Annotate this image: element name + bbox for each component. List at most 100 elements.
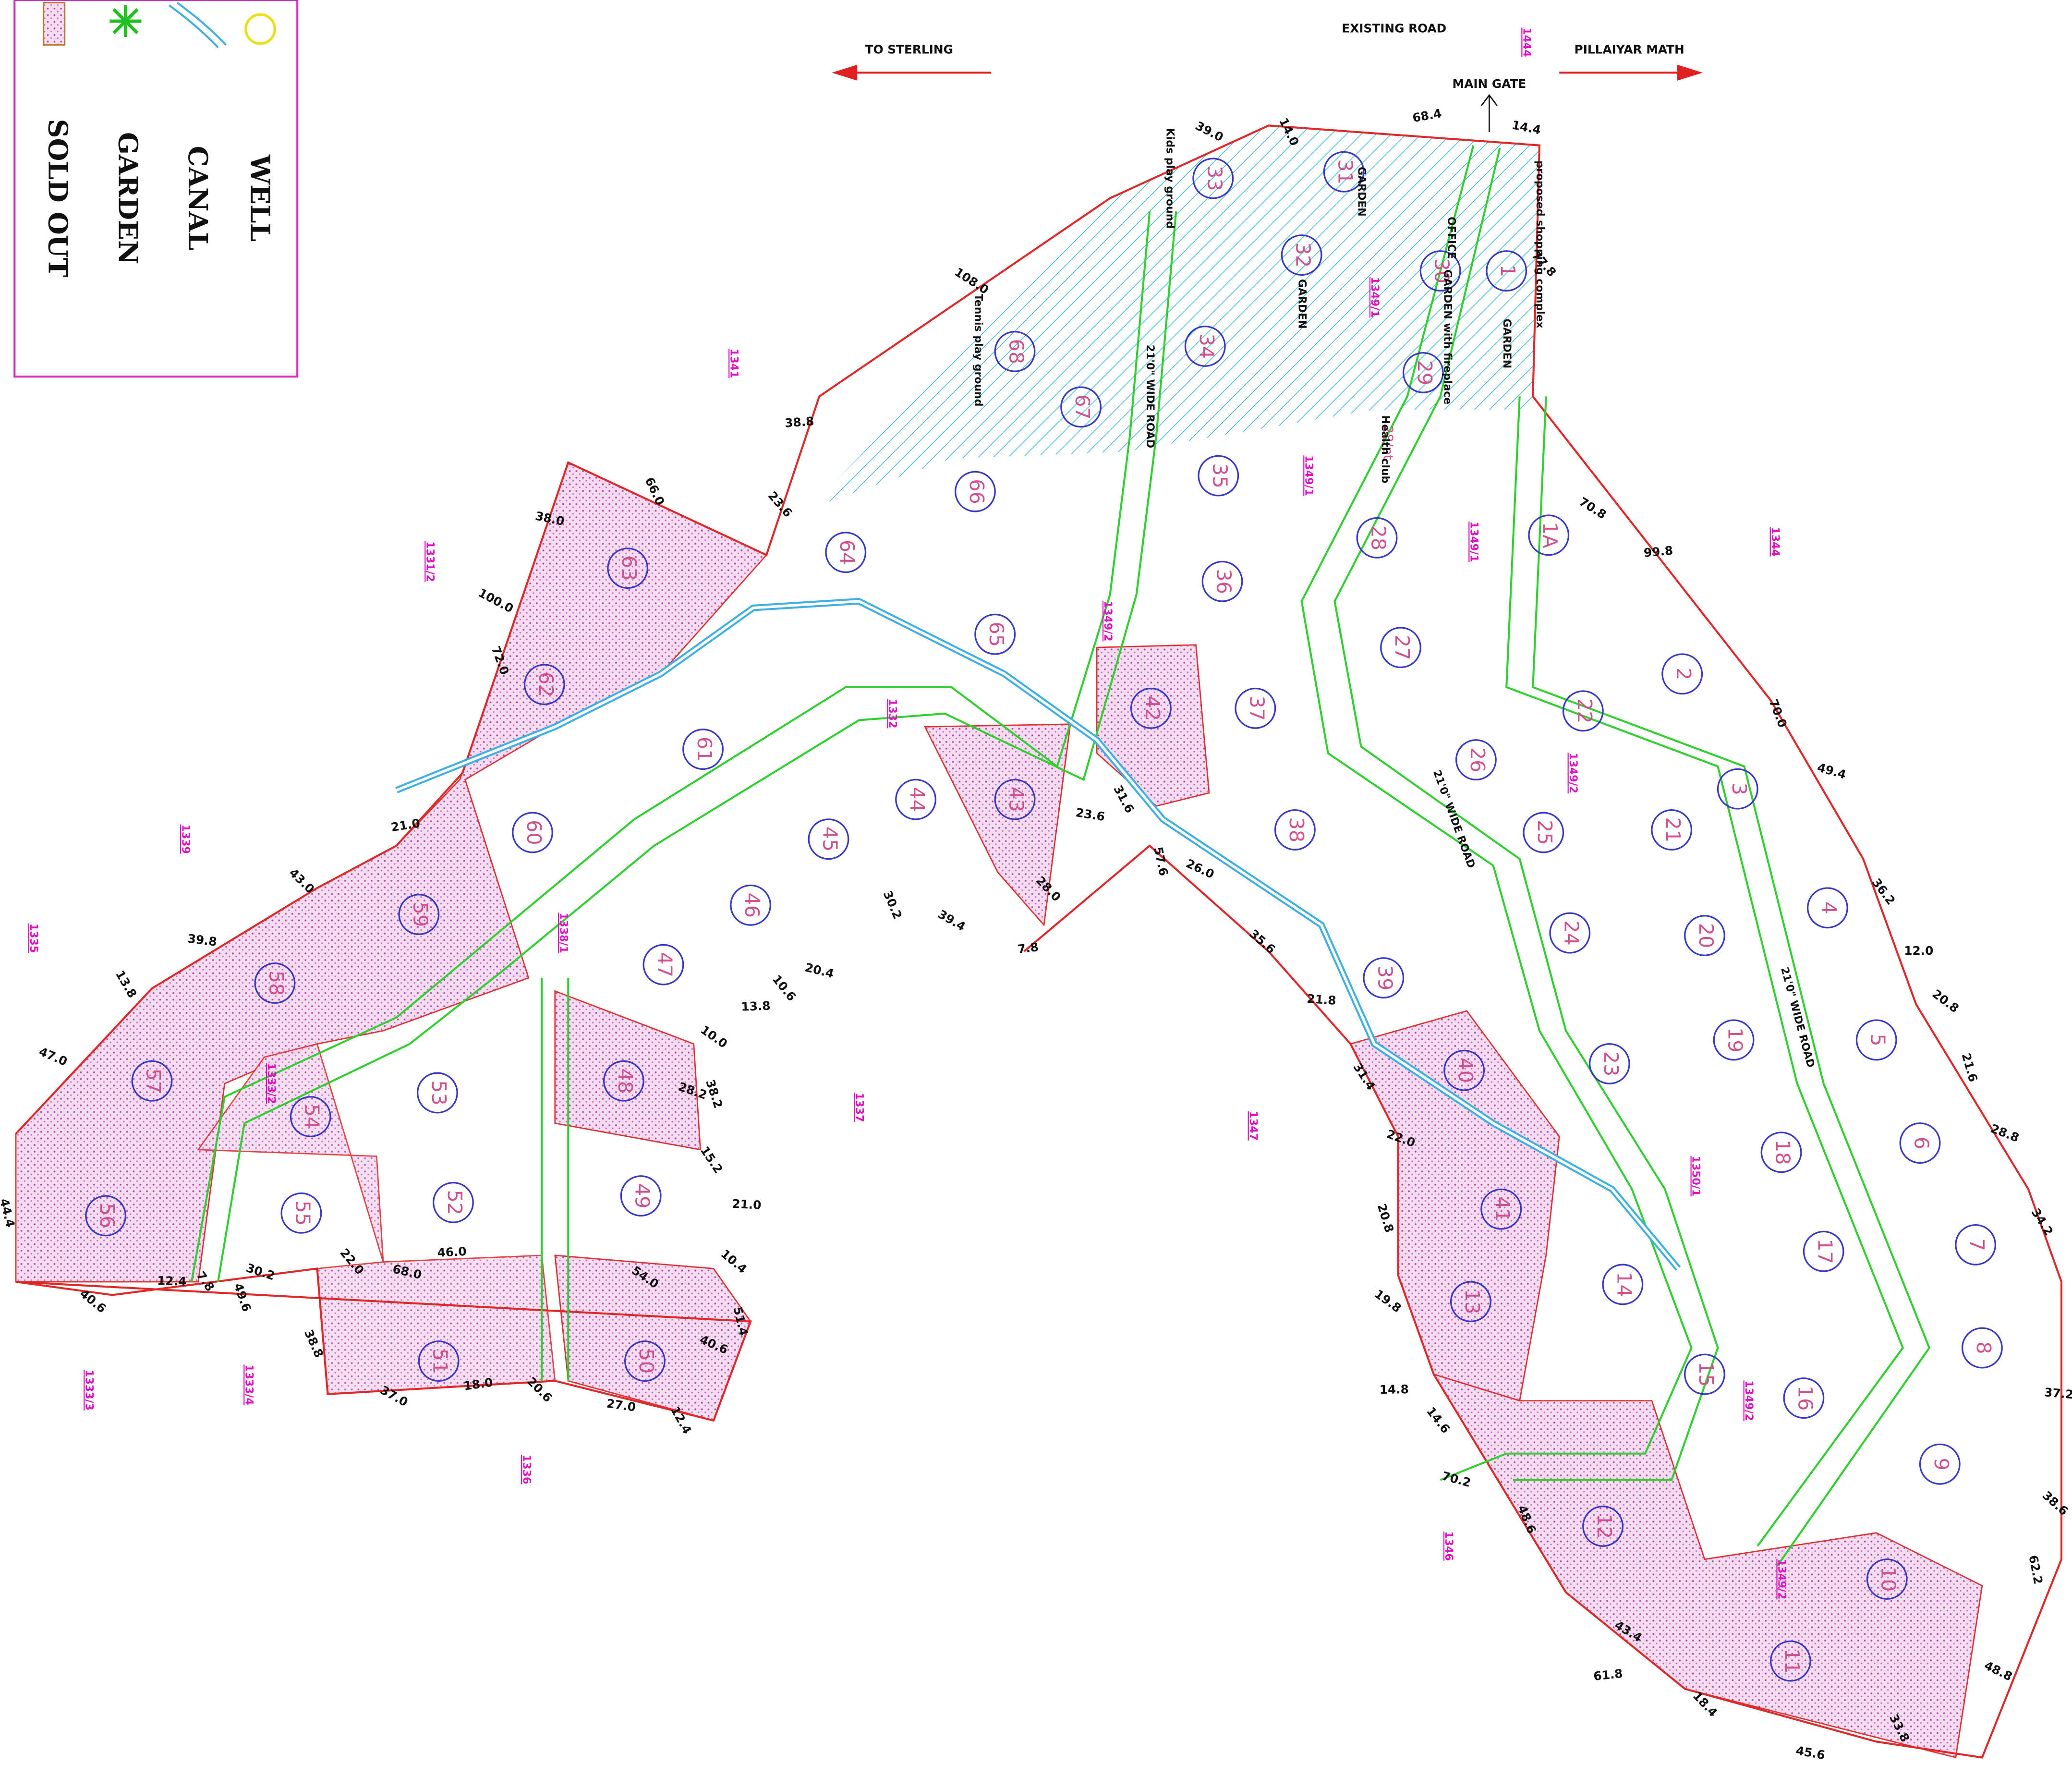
plot-number: 56 (96, 1203, 119, 1229)
plot-number: 40 (1454, 1058, 1477, 1083)
plot-marker (1684, 1353, 1725, 1395)
dimension: 10.0 (698, 1022, 730, 1051)
plot-number: 4 (1818, 901, 1841, 914)
plot-number: 22 (1573, 698, 1596, 724)
dimension: 38.8 (784, 414, 814, 430)
plot-marker (1562, 690, 1604, 732)
dimension: 10.6 (770, 972, 799, 1004)
dimension: 47.0 (37, 1045, 70, 1069)
plot-number: 11 (1781, 1648, 1804, 1674)
legend-icon-canal (169, 1, 227, 49)
plot-number: 42 (1141, 696, 1164, 721)
plot-number: 60 (522, 820, 545, 845)
dimension: 48.8 (1982, 1658, 2015, 1684)
dimension: 46.0 (437, 1244, 467, 1260)
survey-number: 1349/1 (1302, 455, 1314, 496)
dimension: 68.4 (1411, 106, 1442, 125)
dimension: 44.4 (0, 1197, 18, 1229)
plot-number: 68 (1005, 339, 1028, 365)
dimension: 35.6 (1247, 927, 1278, 957)
plot-marker (398, 894, 440, 935)
plot-marker (607, 547, 649, 589)
plot-number: 35 (1208, 463, 1231, 488)
dimension: 30.2 (244, 1261, 277, 1283)
plot-marker (1961, 1327, 2003, 1369)
plot-number: 57 (142, 1068, 165, 1094)
plot-marker (280, 1192, 322, 1234)
dimension: 15.2 (698, 1144, 726, 1176)
plot-marker (1713, 1019, 1755, 1061)
plot-number: 45 (818, 827, 841, 852)
dimension: 34.2 (2028, 1206, 2056, 1238)
plot-number: 61 (693, 737, 716, 762)
plot-marker (1363, 957, 1405, 999)
plot-number: 2 (1672, 668, 1695, 680)
plot-number: 48 (614, 1068, 637, 1094)
annotation: OFFICE (1445, 217, 1457, 259)
plot-number: 59 (409, 902, 432, 927)
plot-number: 17 (1814, 1239, 1837, 1264)
plot-marker (1717, 768, 1758, 810)
plot-marker (1130, 687, 1172, 729)
dimension: 70.8 (1576, 495, 1609, 522)
plot-number: 6 (1910, 1137, 1933, 1149)
dimension: 49.6 (231, 1281, 254, 1314)
plot-number: 19 (1724, 1027, 1747, 1053)
plot-number: 44 (906, 787, 929, 812)
plot-marker (254, 962, 296, 1004)
plot-marker (994, 330, 1036, 372)
survey-number: 1344 (1769, 527, 1781, 556)
survey-number: 1336 (520, 1455, 532, 1484)
plot-marker (954, 471, 996, 512)
plot-marker (432, 1181, 474, 1223)
plot-marker (1274, 809, 1316, 851)
dimension: 12.0 (1904, 944, 1933, 958)
dimension: 23.6 (1075, 805, 1106, 824)
plot-number: 18 (1771, 1140, 1794, 1165)
dimension: 70.2 (1441, 1469, 1473, 1490)
plot-number: 28/pt (1381, 426, 1396, 461)
dimension: 28.8 (1988, 1121, 2021, 1145)
plot-marker (418, 1340, 460, 1382)
dimension: 57.6 (1151, 846, 1171, 877)
annotation: 21'0" WIDE ROAD (1430, 768, 1477, 870)
survey-number: 1333/3 (83, 1370, 95, 1411)
plot-number: 47 (653, 952, 676, 977)
dimension: 39.8 (187, 931, 218, 949)
survey-number: 1339 (179, 825, 191, 854)
survey-number: 1337 (853, 1093, 865, 1122)
plot-marker (1783, 1377, 1825, 1419)
header-label: PILLAIYAR MATH (1575, 43, 1684, 57)
legend-label: GARDEN (112, 132, 144, 264)
plot-marker (1588, 1043, 1630, 1084)
dimension: 40.6 (77, 1287, 109, 1316)
plot-marker (1803, 1230, 1844, 1272)
plot-number: 53 (427, 1080, 450, 1106)
plot-number: 3 (1728, 783, 1751, 795)
survey-number: 1338/1 (557, 912, 569, 953)
plot-marker (1184, 325, 1226, 367)
plot-marker (1450, 1281, 1491, 1323)
plot-number: 51 (429, 1349, 452, 1374)
gate-arrow (1480, 94, 1498, 133)
plot-marker (85, 1195, 127, 1237)
dimension: 70.0 (1766, 697, 1790, 730)
dimension: 39.0 (1193, 119, 1226, 145)
plot-marker (290, 1096, 331, 1137)
plot-marker (1323, 151, 1365, 193)
plot-number: 55 (291, 1201, 314, 1226)
plot-number: 26 (1466, 747, 1489, 773)
survey-number: 1347 (1247, 1111, 1259, 1141)
site-boundary (15, 124, 2063, 1759)
plot-marker (1651, 809, 1693, 851)
dimension: 13.8 (741, 999, 771, 1014)
dimension: 20.8 (1930, 986, 1962, 1015)
dimension: 14.8 (1379, 1382, 1409, 1397)
survey-number: 1349/1 (1467, 522, 1479, 562)
dimension: 10.4 (718, 1247, 750, 1276)
dimension: 99.8 (1643, 544, 1673, 560)
plot-number: 10 (1877, 1567, 1900, 1592)
dimension: 12.4 (157, 1274, 187, 1289)
survey-number: 1331/2 (424, 541, 436, 582)
